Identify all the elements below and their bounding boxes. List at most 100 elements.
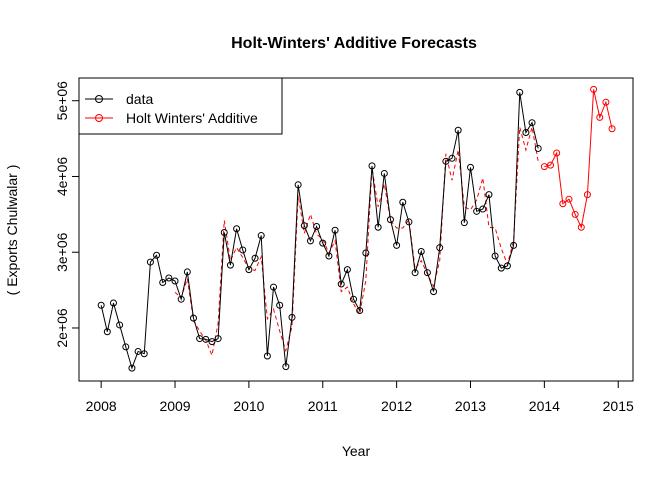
- data-point: [245, 266, 253, 274]
- forecast-point: [583, 191, 591, 199]
- data-point: [220, 229, 228, 237]
- data-point: [497, 264, 505, 272]
- fitted-series: [174, 127, 539, 357]
- x-axis: 2008 2009 2010 2011 2012 2013 2014 2015: [86, 380, 634, 414]
- data-point: [510, 241, 518, 249]
- data-point: [153, 251, 161, 259]
- legend-entry-data: data: [85, 91, 153, 107]
- data-point: [337, 280, 345, 288]
- y-tick-label: 4e+06: [54, 157, 70, 197]
- forecast-point: [590, 85, 598, 93]
- data-point: [343, 266, 351, 274]
- x-tick-label: 2014: [529, 398, 560, 414]
- forecast-point: [547, 161, 555, 169]
- data-point: [356, 307, 364, 315]
- data-point: [368, 162, 376, 170]
- y-tick-label: 3e+06: [54, 232, 70, 272]
- data-point: [263, 352, 271, 360]
- chart-title: Holt-Winters' Additive Forecasts: [231, 35, 477, 52]
- data-point: [503, 262, 511, 270]
- data-point: [214, 335, 222, 343]
- data-point: [116, 321, 124, 329]
- y-tick-label: 2e+06: [54, 308, 70, 348]
- data-point: [405, 218, 413, 226]
- x-axis-label: Year: [342, 443, 371, 459]
- data-point: [146, 258, 154, 266]
- x-tick-label: 2009: [159, 398, 190, 414]
- x-tick-label: 2013: [455, 398, 486, 414]
- data-point: [103, 328, 111, 336]
- forecast-point: [596, 113, 604, 121]
- legend-label-forecast: Holt Winters' Additive: [126, 110, 258, 126]
- data-point: [350, 295, 358, 303]
- data-point: [294, 181, 302, 189]
- forecast-point: [565, 195, 573, 203]
- data-point: [374, 223, 382, 231]
- data-point: [411, 269, 419, 277]
- data-line: [100, 92, 539, 370]
- data-point: [436, 244, 444, 252]
- data-point: [430, 288, 438, 296]
- data-point: [485, 191, 493, 199]
- data-point: [233, 225, 241, 233]
- data-point: [331, 226, 339, 234]
- data-point: [306, 237, 314, 245]
- data-point: [522, 129, 530, 137]
- data-point: [257, 232, 265, 240]
- data-point: [325, 252, 333, 260]
- data-point: [528, 119, 536, 127]
- y-axis-label: ( Exports Chulwalar ): [4, 165, 20, 296]
- x-tick-label: 2010: [233, 398, 264, 414]
- data-point: [128, 364, 136, 372]
- forecast-point: [577, 223, 585, 231]
- forecast-point: [608, 125, 616, 133]
- data-point: [491, 252, 499, 260]
- data-point: [479, 205, 487, 213]
- data-point: [399, 198, 407, 206]
- data-point: [208, 338, 216, 346]
- data-point: [140, 350, 148, 358]
- data-point: [109, 299, 117, 307]
- data-series: [97, 88, 542, 372]
- data-point: [423, 269, 431, 277]
- data-point: [202, 335, 210, 343]
- legend-forecast-point-swatch: [95, 114, 103, 122]
- data-point: [466, 163, 474, 171]
- data-point: [319, 239, 327, 247]
- legend-box: [78, 77, 283, 135]
- data-point: [313, 222, 321, 230]
- legend-entry-forecast: Holt Winters' Additive: [85, 110, 258, 126]
- x-tick-label: 2015: [603, 398, 634, 414]
- data-point: [442, 157, 450, 165]
- data-point: [177, 295, 185, 303]
- data-point: [362, 249, 370, 257]
- data-point: [276, 301, 284, 309]
- data-point: [134, 347, 142, 355]
- forecast-point: [553, 149, 561, 157]
- data-point: [97, 301, 105, 309]
- forecast-series: [540, 85, 616, 231]
- data-point: [448, 154, 456, 162]
- data-point: [270, 283, 278, 291]
- data-point: [226, 261, 234, 269]
- data-point: [417, 247, 425, 255]
- data-point: [393, 241, 401, 249]
- data-point: [251, 254, 259, 262]
- data-point: [282, 363, 290, 371]
- y-axis: 2e+06 3e+06 4e+06 5e+06: [54, 81, 80, 348]
- data-point: [171, 277, 179, 285]
- legend-label-data: data: [126, 91, 153, 107]
- data-point: [386, 216, 394, 224]
- legend: data Holt Winters' Additive: [78, 77, 283, 135]
- x-tick-label: 2012: [381, 398, 412, 414]
- data-point: [300, 222, 308, 230]
- plot-area: [97, 85, 616, 372]
- y-tick-label: 5e+06: [54, 81, 70, 121]
- data-point: [460, 219, 468, 227]
- forecast-point: [559, 200, 567, 208]
- fitted-line: [174, 127, 539, 357]
- data-point: [534, 144, 542, 152]
- forecast-point: [540, 163, 548, 171]
- data-point: [159, 279, 167, 287]
